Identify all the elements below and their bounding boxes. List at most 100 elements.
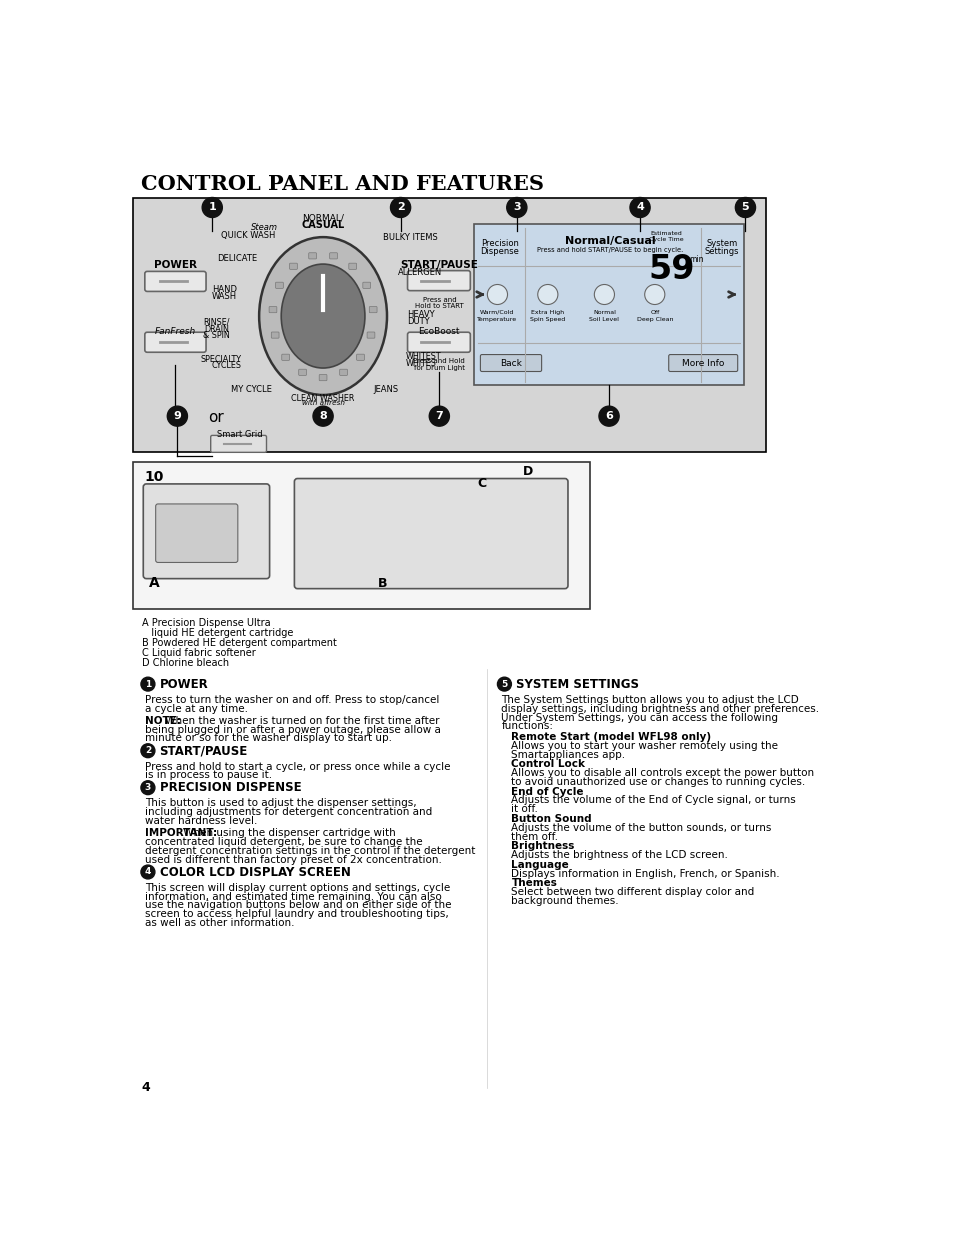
Text: FanFresh: FanFresh: [154, 327, 195, 336]
Text: Settings: Settings: [704, 247, 739, 256]
FancyBboxPatch shape: [290, 263, 297, 269]
Text: screen to access helpful laundry and troubleshooting tips,: screen to access helpful laundry and tro…: [145, 909, 448, 919]
Text: COLOR LCD DISPLAY SCREEN: COLOR LCD DISPLAY SCREEN: [159, 866, 350, 878]
Text: as well as other information.: as well as other information.: [145, 918, 294, 929]
Text: used is different than factory preset of 2x concentration.: used is different than factory preset of…: [145, 855, 441, 864]
Text: is in process to pause it.: is in process to pause it.: [145, 771, 272, 781]
Text: water hardness level.: water hardness level.: [145, 816, 257, 826]
Text: Brightness: Brightness: [511, 841, 574, 851]
Text: System: System: [706, 240, 737, 248]
Text: Extra High: Extra High: [531, 310, 564, 315]
Text: POWER: POWER: [159, 678, 208, 690]
Bar: [133, 462, 590, 609]
Text: detergent concentration settings in the control if the detergent: detergent concentration settings in the …: [145, 846, 475, 856]
Text: Press and hold START/PAUSE to begin cycle.: Press and hold START/PAUSE to begin cycl…: [537, 247, 682, 253]
Text: CASUAL: CASUAL: [301, 220, 344, 230]
Text: Button Sound: Button Sound: [511, 814, 592, 824]
Text: Press to turn the washer on and off. Press to stop/cancel: Press to turn the washer on and off. Pre…: [145, 695, 438, 705]
Text: Allows you to start your washer remotely using the: Allows you to start your washer remotely…: [511, 741, 778, 751]
Text: Hold to START: Hold to START: [415, 303, 463, 309]
Text: DELICATE: DELICATE: [217, 254, 257, 263]
FancyBboxPatch shape: [271, 332, 278, 338]
FancyBboxPatch shape: [330, 253, 337, 259]
Text: a cycle at any time.: a cycle at any time.: [145, 704, 248, 714]
Text: PRECISION DISPENSE: PRECISION DISPENSE: [159, 782, 301, 794]
Text: 6: 6: [604, 411, 613, 421]
Text: B Powdered HE detergent compartment: B Powdered HE detergent compartment: [142, 638, 337, 648]
Circle shape: [537, 284, 558, 305]
Text: A Precision Dispense Ultra: A Precision Dispense Ultra: [142, 618, 271, 627]
Text: Deep Clean: Deep Clean: [636, 317, 672, 322]
Text: 9: 9: [173, 411, 181, 421]
Text: 4: 4: [636, 203, 643, 212]
Text: START/PAUSE: START/PAUSE: [400, 261, 477, 270]
Text: 4: 4: [145, 867, 151, 877]
Text: 5: 5: [500, 679, 507, 689]
Text: SYSTEM SETTINGS: SYSTEM SETTINGS: [516, 678, 639, 690]
Text: WASH: WASH: [212, 293, 236, 301]
Text: Smartappliances app.: Smartappliances app.: [511, 750, 625, 760]
Text: MY CYCLE: MY CYCLE: [231, 385, 272, 394]
Text: When using the dispenser cartridge with: When using the dispenser cartridge with: [179, 829, 395, 839]
Text: Remote Start (model WFL98 only): Remote Start (model WFL98 only): [511, 732, 711, 742]
FancyBboxPatch shape: [309, 253, 316, 259]
Text: BULKY ITEMS: BULKY ITEMS: [382, 233, 437, 242]
FancyBboxPatch shape: [145, 332, 206, 352]
Circle shape: [497, 677, 511, 692]
FancyBboxPatch shape: [211, 436, 266, 452]
Circle shape: [506, 198, 526, 217]
Circle shape: [141, 743, 154, 757]
Circle shape: [390, 198, 410, 217]
Text: NORMAL/: NORMAL/: [302, 214, 344, 222]
Text: D Chlorine bleach: D Chlorine bleach: [142, 658, 230, 668]
Text: & SPIN: & SPIN: [202, 331, 229, 341]
Text: Press and: Press and: [422, 296, 456, 303]
FancyBboxPatch shape: [143, 484, 270, 579]
Text: 2: 2: [396, 203, 404, 212]
Circle shape: [629, 198, 649, 217]
FancyBboxPatch shape: [668, 354, 737, 372]
Circle shape: [487, 284, 507, 305]
Text: Soil Level: Soil Level: [589, 317, 618, 322]
Text: ALLERGEN: ALLERGEN: [397, 268, 442, 277]
Circle shape: [598, 406, 618, 426]
FancyBboxPatch shape: [155, 504, 237, 562]
Text: 7: 7: [435, 411, 443, 421]
Text: 59: 59: [648, 253, 695, 287]
Text: This screen will display current options and settings, cycle: This screen will display current options…: [145, 883, 450, 893]
Text: minute or so for the washer display to start up.: minute or so for the washer display to s…: [145, 734, 392, 743]
Circle shape: [141, 781, 154, 794]
Text: When the washer is turned on for the first time after: When the washer is turned on for the fir…: [162, 716, 439, 726]
Text: display settings, including brightness and other preferences.: display settings, including brightness a…: [500, 704, 819, 714]
Text: Under System Settings, you can access the following: Under System Settings, you can access th…: [500, 713, 778, 722]
Circle shape: [202, 198, 222, 217]
Text: C Liquid fabric softener: C Liquid fabric softener: [142, 648, 256, 658]
Text: HEAVY: HEAVY: [407, 310, 435, 319]
Text: Language: Language: [511, 860, 569, 869]
FancyBboxPatch shape: [369, 306, 376, 312]
FancyBboxPatch shape: [281, 354, 289, 361]
Circle shape: [167, 406, 187, 426]
FancyBboxPatch shape: [319, 374, 327, 380]
Text: Steam: Steam: [251, 222, 278, 232]
Text: functions:: functions:: [500, 721, 553, 731]
Text: DRAIN: DRAIN: [204, 325, 229, 333]
Text: 1: 1: [145, 679, 151, 689]
Text: Estimated: Estimated: [650, 231, 681, 236]
Text: 8: 8: [319, 411, 327, 421]
FancyBboxPatch shape: [349, 263, 356, 269]
Text: More Info: More Info: [681, 359, 724, 368]
Text: Adjusts the volume of the End of Cycle signal, or turns: Adjusts the volume of the End of Cycle s…: [511, 795, 796, 805]
Text: Allows you to disable all controls except the power button: Allows you to disable all controls excep…: [511, 768, 814, 778]
Text: for Drum Light: for Drum Light: [414, 364, 464, 370]
Text: Displays information in English, French, or Spanish.: Displays information in English, French,…: [511, 868, 780, 878]
Text: 2: 2: [145, 746, 151, 756]
Text: D: D: [523, 466, 533, 478]
Text: min: min: [689, 256, 703, 264]
Text: Press and hold to start a cycle, or press once while a cycle: Press and hold to start a cycle, or pres…: [145, 762, 450, 772]
FancyBboxPatch shape: [298, 369, 306, 375]
Text: A: A: [149, 577, 159, 590]
Text: This button is used to adjust the dispenser settings,: This button is used to adjust the dispen…: [145, 799, 416, 809]
Text: Normal/Casual: Normal/Casual: [564, 236, 655, 246]
Text: Adjusts the volume of the button sounds, or turns: Adjusts the volume of the button sounds,…: [511, 823, 771, 832]
